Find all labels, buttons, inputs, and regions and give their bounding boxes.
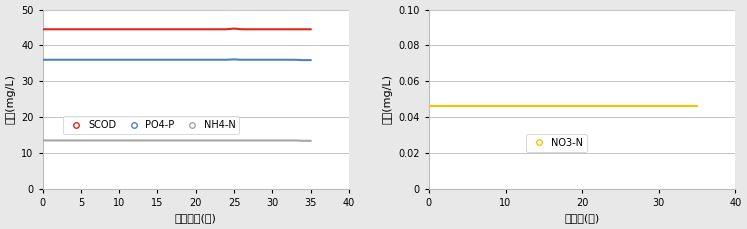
X-axis label: 운전기간(일): 운전기간(일) (175, 213, 217, 224)
Y-axis label: 농도(mg/L): 농도(mg/L) (5, 74, 16, 124)
Legend: NO3-N: NO3-N (526, 134, 587, 152)
Legend: SCOD, PO4-P, NH4-N: SCOD, PO4-P, NH4-N (63, 116, 239, 134)
Y-axis label: 농도(mg/L): 농도(mg/L) (382, 74, 393, 124)
X-axis label: 운기간(일): 운기간(일) (565, 213, 600, 224)
